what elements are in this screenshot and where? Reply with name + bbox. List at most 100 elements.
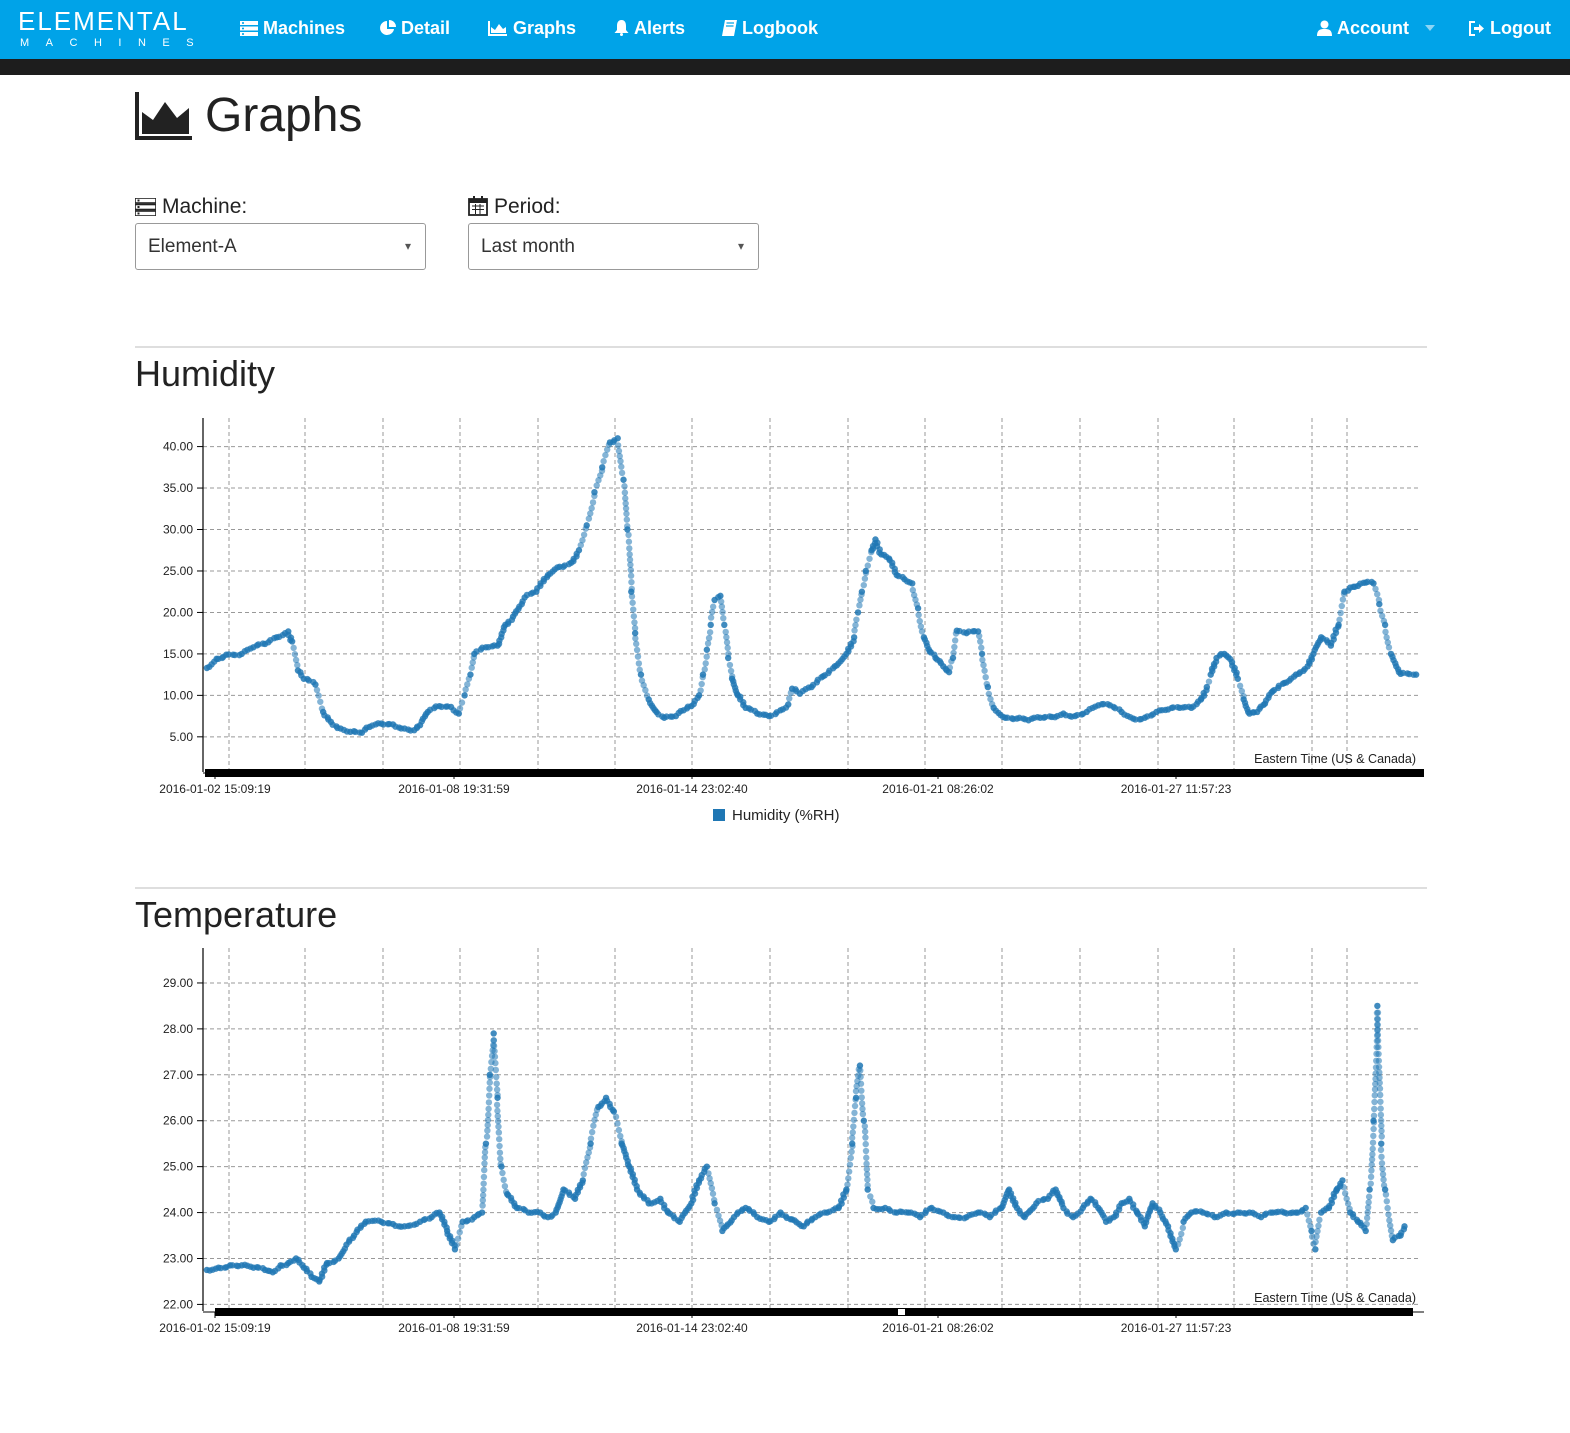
data-point bbox=[1379, 1171, 1387, 1178]
nav-logbook[interactable]: Logbook bbox=[722, 0, 818, 59]
data-point bbox=[1340, 1184, 1347, 1191]
data-point bbox=[481, 1160, 488, 1167]
data-point bbox=[1381, 621, 1389, 629]
data-point bbox=[848, 1148, 855, 1155]
data-point bbox=[1368, 1161, 1375, 1168]
data-point bbox=[863, 1166, 871, 1173]
nav-alerts[interactable]: Alerts bbox=[614, 0, 685, 59]
data-point bbox=[1382, 1191, 1390, 1198]
data-point bbox=[1343, 1195, 1350, 1202]
period-select[interactable]: Last month ▾ bbox=[468, 223, 759, 270]
data-point bbox=[632, 635, 639, 642]
y-tick-label: 30.00 bbox=[163, 523, 193, 537]
data-point bbox=[468, 664, 475, 671]
data-point bbox=[864, 562, 872, 569]
x-tick-label: 2016-01-08 19:31:59 bbox=[398, 1321, 510, 1335]
data-point bbox=[635, 660, 643, 667]
data-point bbox=[909, 580, 916, 587]
machine-select[interactable]: Element-A ▾ bbox=[135, 223, 426, 270]
data-point bbox=[288, 638, 296, 645]
data-point bbox=[1386, 1222, 1394, 1229]
data-point bbox=[1387, 1227, 1395, 1234]
data-point bbox=[1377, 1117, 1385, 1124]
data-point bbox=[1378, 1122, 1385, 1129]
data-point bbox=[618, 463, 625, 470]
data-point bbox=[626, 556, 634, 563]
data-point bbox=[914, 605, 922, 612]
data-point bbox=[615, 447, 623, 455]
data-point bbox=[456, 1229, 463, 1236]
data-point bbox=[1365, 1193, 1373, 1200]
logout-link[interactable]: Logout bbox=[1469, 0, 1551, 59]
data-point bbox=[580, 1171, 587, 1178]
data-point bbox=[862, 1134, 869, 1141]
data-point bbox=[294, 661, 301, 669]
data-point bbox=[1363, 1220, 1370, 1228]
period-select-value: Last month bbox=[481, 236, 575, 257]
data-point bbox=[698, 680, 705, 688]
y-tick-label: 24.00 bbox=[163, 1206, 193, 1220]
data-point bbox=[1176, 1236, 1183, 1243]
account-dropdown[interactable]: Account bbox=[1317, 0, 1435, 59]
data-point bbox=[917, 623, 925, 630]
data-point bbox=[1384, 1204, 1391, 1212]
data-point bbox=[705, 634, 713, 642]
book-icon bbox=[722, 20, 737, 36]
brand-logo[interactable]: ELEMENTAL MACHINES bbox=[18, 6, 208, 52]
data-point bbox=[1377, 1098, 1384, 1105]
data-point bbox=[1378, 1127, 1385, 1135]
data-point bbox=[625, 531, 632, 539]
pie-chart-icon bbox=[380, 20, 396, 35]
data-point bbox=[1369, 1151, 1376, 1158]
data-point bbox=[485, 1099, 493, 1106]
machine-label: Machine: bbox=[134, 193, 247, 221]
nav-machines-label: Machines bbox=[263, 18, 346, 38]
data-point bbox=[633, 640, 640, 648]
data-point bbox=[496, 1142, 503, 1150]
data-point bbox=[485, 1111, 492, 1118]
x-tick-label: 2016-01-27 11:57:23 bbox=[1121, 1321, 1232, 1335]
data-point bbox=[1375, 1057, 1383, 1064]
data-point bbox=[481, 1154, 488, 1161]
data-point bbox=[499, 1169, 506, 1177]
data-point bbox=[587, 1140, 594, 1147]
x-tick-label: 2016-01-21 08:26:02 bbox=[882, 1321, 994, 1335]
data-point bbox=[1401, 1223, 1408, 1230]
data-point bbox=[918, 628, 926, 635]
data-point bbox=[1375, 1063, 1383, 1071]
data-point bbox=[600, 458, 607, 465]
data-point bbox=[621, 483, 628, 490]
data-point bbox=[483, 1133, 491, 1140]
data-point bbox=[857, 596, 864, 603]
brand-name: ELEMENTAL bbox=[18, 6, 189, 36]
nav-machines[interactable]: Machines bbox=[240, 0, 345, 59]
data-point bbox=[485, 1105, 492, 1113]
data-point bbox=[630, 613, 638, 620]
data-point bbox=[1377, 607, 1384, 615]
data-point bbox=[495, 1135, 503, 1143]
data-point bbox=[695, 692, 703, 699]
data-point bbox=[589, 499, 597, 506]
data-point bbox=[625, 538, 633, 545]
data-point bbox=[850, 1123, 857, 1130]
brand-sub: MACHINES bbox=[20, 37, 211, 49]
data-point bbox=[479, 1192, 487, 1199]
data-point bbox=[462, 686, 469, 693]
data-point bbox=[622, 500, 629, 507]
nav-graphs[interactable]: Graphs bbox=[488, 0, 576, 59]
data-point bbox=[857, 1080, 865, 1087]
data-point bbox=[981, 667, 988, 674]
data-point bbox=[493, 1086, 501, 1093]
data-point bbox=[631, 629, 639, 637]
account-label: Account bbox=[1337, 18, 1409, 38]
data-point bbox=[628, 593, 636, 600]
data-point bbox=[637, 671, 645, 678]
data-point bbox=[862, 1140, 869, 1148]
nav-detail[interactable]: Detail bbox=[380, 0, 450, 59]
data-point bbox=[984, 683, 992, 691]
data-point bbox=[494, 1094, 501, 1101]
data-point bbox=[1234, 675, 1242, 682]
data-point bbox=[1385, 644, 1393, 651]
data-point bbox=[844, 1181, 851, 1188]
data-point bbox=[491, 1047, 498, 1055]
